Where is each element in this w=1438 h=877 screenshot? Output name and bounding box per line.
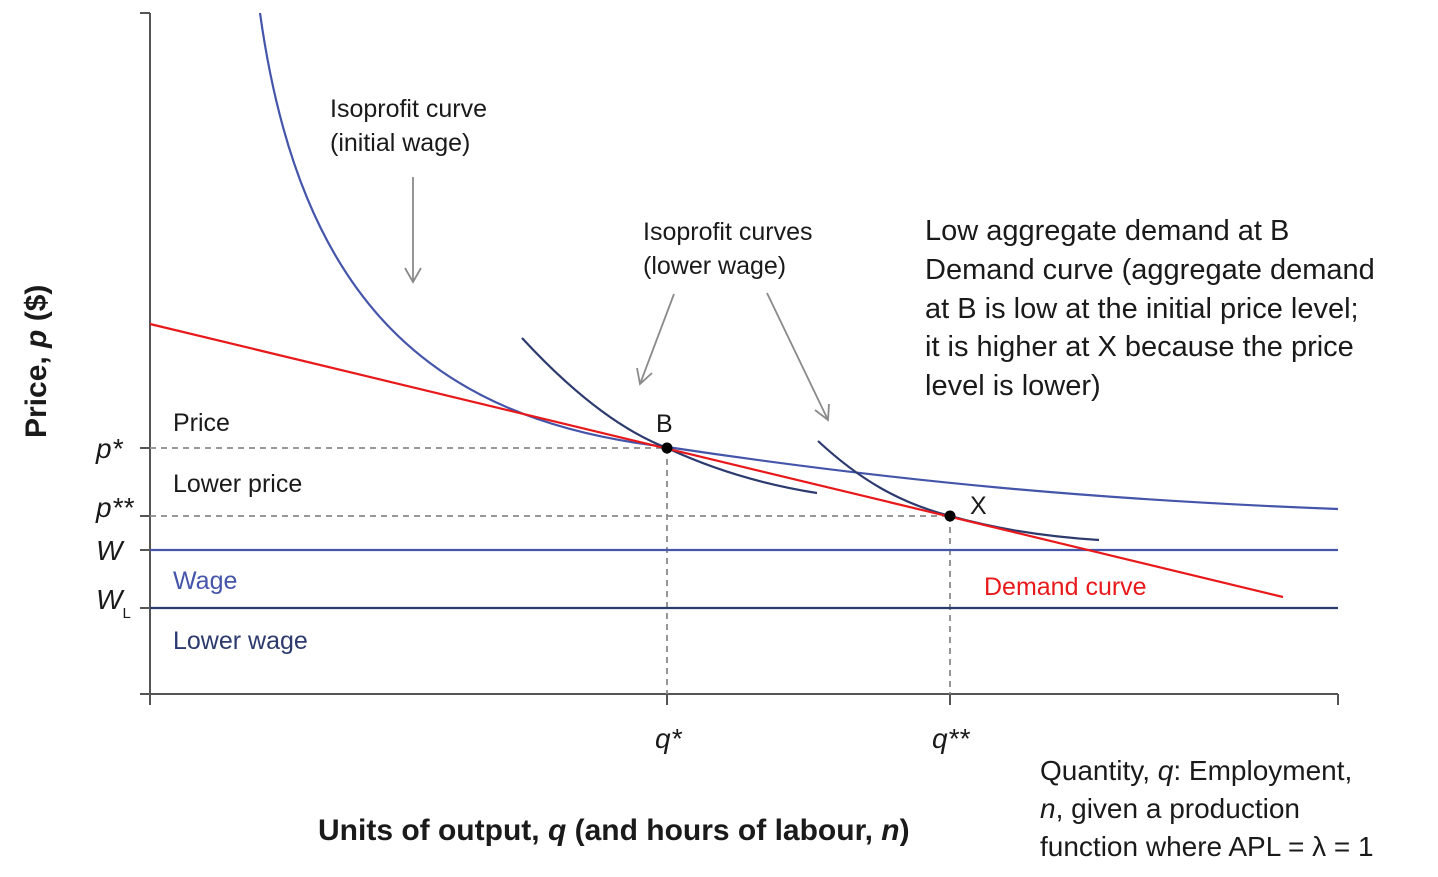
x-title-suffix: ) xyxy=(900,814,910,847)
x-title-mid: (and hours of labour, xyxy=(566,814,881,847)
price-label: Price xyxy=(173,409,230,437)
wl-main: W xyxy=(96,584,125,615)
qn-l1-var: q xyxy=(1158,755,1174,786)
isoprofit-initial-line-1: Isoprofit curve xyxy=(330,95,487,123)
qn-l1-suffix: : Employment, xyxy=(1173,755,1352,786)
demand-curve xyxy=(149,322,1284,599)
isoprofit-initial-line-2: (initial wage) xyxy=(330,129,470,157)
p-star-label: p* xyxy=(95,433,124,464)
quantity-note: Quantity, q: Employment, n, given a prod… xyxy=(1040,755,1374,862)
arrow-lower-left-shaft xyxy=(639,293,675,385)
wl-sub: L xyxy=(122,605,130,622)
arrow-initial-head xyxy=(404,267,422,284)
point-b-label: B xyxy=(656,410,673,438)
y-title-suffix: ($) xyxy=(20,285,53,330)
isoprofit-lower-line-1: Isoprofit curves xyxy=(643,218,813,246)
annotation-arrows xyxy=(404,177,830,422)
demand-note-line-1: Low aggregate demand at B xyxy=(925,215,1289,247)
point-x-label: X xyxy=(970,492,987,520)
x-title-prefix: Units of output, xyxy=(318,814,548,847)
arrow-lower-right-head xyxy=(814,403,830,422)
qn-l2-suffix: , given a production xyxy=(1056,793,1300,824)
x-title-var-n: n xyxy=(881,814,899,847)
q-star-star-label: q** xyxy=(932,723,970,754)
y-title-var: p xyxy=(20,330,53,349)
arrow-lower-left-head xyxy=(636,367,653,386)
quantity-note-line-3: function where APL = λ = 1 xyxy=(1040,831,1374,862)
lower-price-label: Lower price xyxy=(173,470,302,498)
demand-note: Low aggregate demand at B Demand curve (… xyxy=(925,215,1375,402)
lower-wage-label: Lower wage xyxy=(173,627,308,655)
wage-label: Wage xyxy=(173,567,237,595)
point-x xyxy=(944,510,956,522)
quantity-note-line-1: Quantity, q: Employment, xyxy=(1040,755,1352,786)
demand-note-line-5: level is lower) xyxy=(925,370,1101,402)
qn-l2-var: n xyxy=(1040,793,1056,824)
y-title-prefix: Price, xyxy=(20,348,53,438)
wl-label: WL xyxy=(96,584,131,622)
qn-l1-prefix: Quantity, xyxy=(1040,755,1158,786)
y-axis-title: Price, p ($) xyxy=(20,285,53,438)
isoprofit-curve-lower-x xyxy=(817,440,1100,542)
point-b xyxy=(661,442,673,454)
demand-curve-label: Demand curve xyxy=(984,573,1147,601)
p-star-star-label: p** xyxy=(95,492,134,523)
guide-lines xyxy=(150,447,951,694)
x-title-var-q: q xyxy=(548,814,566,847)
demand-note-line-4: it is higher at X because the price xyxy=(925,331,1354,363)
isoprofit-lower-annotation: Isoprofit curves (lower wage) xyxy=(643,218,813,280)
quantity-note-line-2: n, given a production xyxy=(1040,793,1300,824)
isoprofit-initial-annotation: Isoprofit curve (initial wage) xyxy=(330,95,487,157)
x-axis-title: Units of output, q (and hours of labour,… xyxy=(318,814,910,847)
arrow-lower-right-shaft xyxy=(766,292,829,421)
q-star-label: q* xyxy=(655,723,683,754)
demand-note-line-2: Demand curve (aggregate demand xyxy=(925,254,1375,286)
w-label: W xyxy=(96,535,125,566)
isoprofit-lower-line-2: (lower wage) xyxy=(643,252,786,280)
axes xyxy=(140,12,1339,705)
demand-note-line-3: at B is low at the initial price level; xyxy=(925,293,1359,325)
